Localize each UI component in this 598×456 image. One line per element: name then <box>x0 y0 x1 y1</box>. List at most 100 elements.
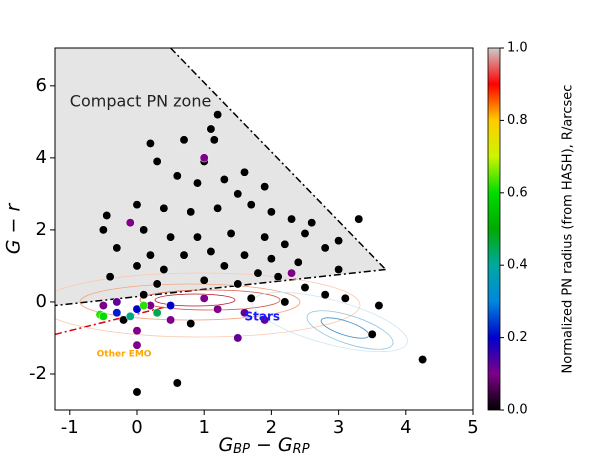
colorbar-tick-label: 0.2 <box>507 330 528 345</box>
colorbar-label: Normalized PN radius (from HASH), R/arcs… <box>561 85 576 374</box>
point <box>246 200 256 210</box>
point <box>300 283 310 292</box>
point <box>172 171 182 181</box>
point <box>102 211 112 220</box>
point <box>287 214 297 224</box>
point <box>226 229 236 238</box>
point <box>159 265 169 274</box>
point <box>98 301 108 310</box>
point <box>374 301 384 310</box>
y-tick-label: 0 <box>36 291 47 312</box>
point <box>179 250 189 260</box>
colorbar <box>488 48 500 410</box>
contour <box>306 310 394 350</box>
point <box>240 167 249 177</box>
point <box>132 340 142 350</box>
plot-frame <box>54 47 474 411</box>
point <box>98 311 108 321</box>
point <box>132 387 142 397</box>
point <box>280 297 290 307</box>
point <box>266 254 276 264</box>
point <box>193 178 202 188</box>
y-tick-label: 2 <box>36 219 47 240</box>
point <box>112 297 122 307</box>
x-tick-label: 1 <box>198 417 209 438</box>
point <box>186 207 196 217</box>
point <box>213 203 223 213</box>
point <box>260 182 270 192</box>
point <box>172 378 182 388</box>
annotation: Other EMO <box>97 350 152 360</box>
point <box>300 229 310 238</box>
point <box>145 139 155 148</box>
y-tick-label: -2 <box>29 363 47 384</box>
points <box>95 110 428 397</box>
point <box>260 232 270 242</box>
x-tick-label: 3 <box>333 417 344 438</box>
point <box>320 290 330 300</box>
point <box>139 225 149 235</box>
x-tick-label: 4 <box>400 417 411 438</box>
colorbar-tick-label: 0.4 <box>507 258 528 273</box>
y-axis-label: G − r <box>3 203 25 255</box>
point <box>253 268 263 278</box>
point <box>132 261 142 271</box>
point <box>132 326 142 336</box>
red-boundary <box>55 306 165 336</box>
colorbar-tick-label: 0.0 <box>507 403 528 418</box>
compact-pn-zone <box>55 48 386 306</box>
point <box>219 261 229 271</box>
point <box>266 207 276 217</box>
point <box>159 203 169 213</box>
point <box>233 279 243 289</box>
point <box>240 250 249 260</box>
point <box>340 293 350 303</box>
zone-boundary <box>170 48 387 271</box>
x-tick-label: 5 <box>467 417 478 438</box>
point <box>320 243 330 253</box>
x-tick-label: 0 <box>131 417 142 438</box>
x-axis-label: GBP − GRP <box>218 434 309 456</box>
point <box>112 308 122 318</box>
point <box>199 275 209 285</box>
point <box>199 153 209 163</box>
point <box>307 218 317 228</box>
point <box>152 157 162 166</box>
point <box>125 311 135 321</box>
point <box>139 290 149 300</box>
point <box>334 236 344 246</box>
point <box>98 225 108 235</box>
point <box>209 135 219 145</box>
point <box>206 247 216 256</box>
point <box>213 110 223 120</box>
annotation: Stars <box>245 310 281 324</box>
point <box>139 301 149 310</box>
point <box>367 329 377 339</box>
point <box>132 200 142 210</box>
point <box>179 135 189 145</box>
y-tick-label: 4 <box>36 147 47 168</box>
point <box>186 319 196 329</box>
y-tick-label: 6 <box>36 75 47 96</box>
contour <box>320 317 370 339</box>
point <box>166 232 176 242</box>
x-tick-label: -1 <box>61 417 79 438</box>
contour <box>154 293 236 307</box>
point <box>166 301 176 310</box>
point <box>233 189 243 199</box>
point <box>112 243 122 253</box>
annotation: Compact PN zone <box>70 92 212 111</box>
point <box>193 232 202 242</box>
point <box>260 315 270 325</box>
point <box>334 265 344 274</box>
point <box>273 272 283 282</box>
point <box>293 257 303 267</box>
x-tick-label: 2 <box>266 417 277 438</box>
point <box>418 355 428 365</box>
point <box>219 175 229 184</box>
colorbar-tick-label: 0.8 <box>507 113 528 128</box>
point <box>199 293 209 303</box>
zone-layer <box>55 48 387 336</box>
point <box>145 250 155 260</box>
